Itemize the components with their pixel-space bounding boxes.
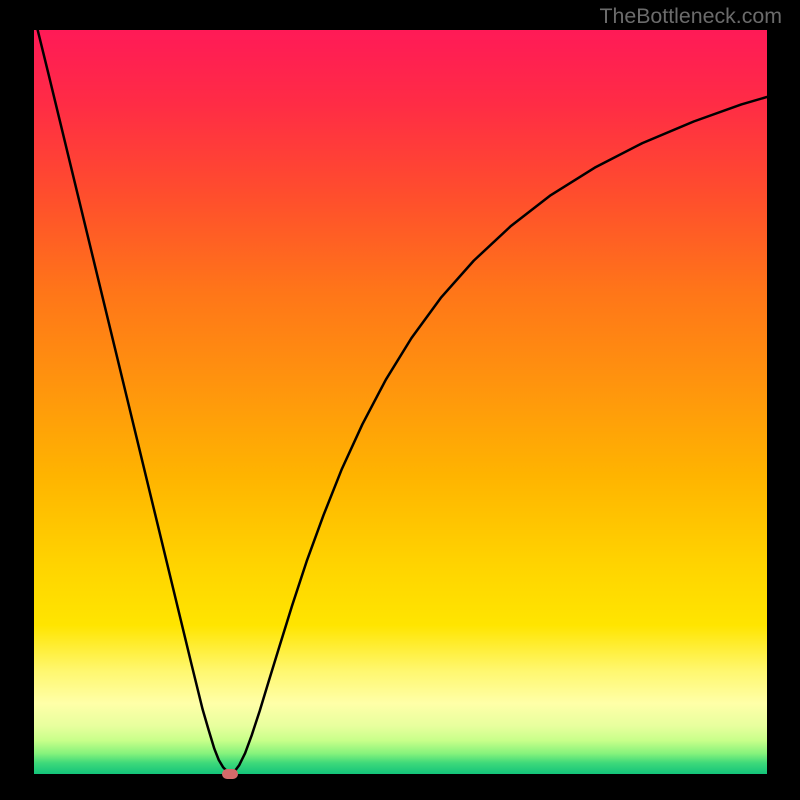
bottleneck-curve: [38, 30, 767, 774]
watermark-text: TheBottleneck.com: [599, 4, 782, 29]
optimal-marker: [222, 769, 238, 779]
chart-stage: TheBottleneck.com: [0, 0, 800, 800]
plot-area: [34, 30, 767, 774]
curve-layer: [34, 30, 767, 774]
